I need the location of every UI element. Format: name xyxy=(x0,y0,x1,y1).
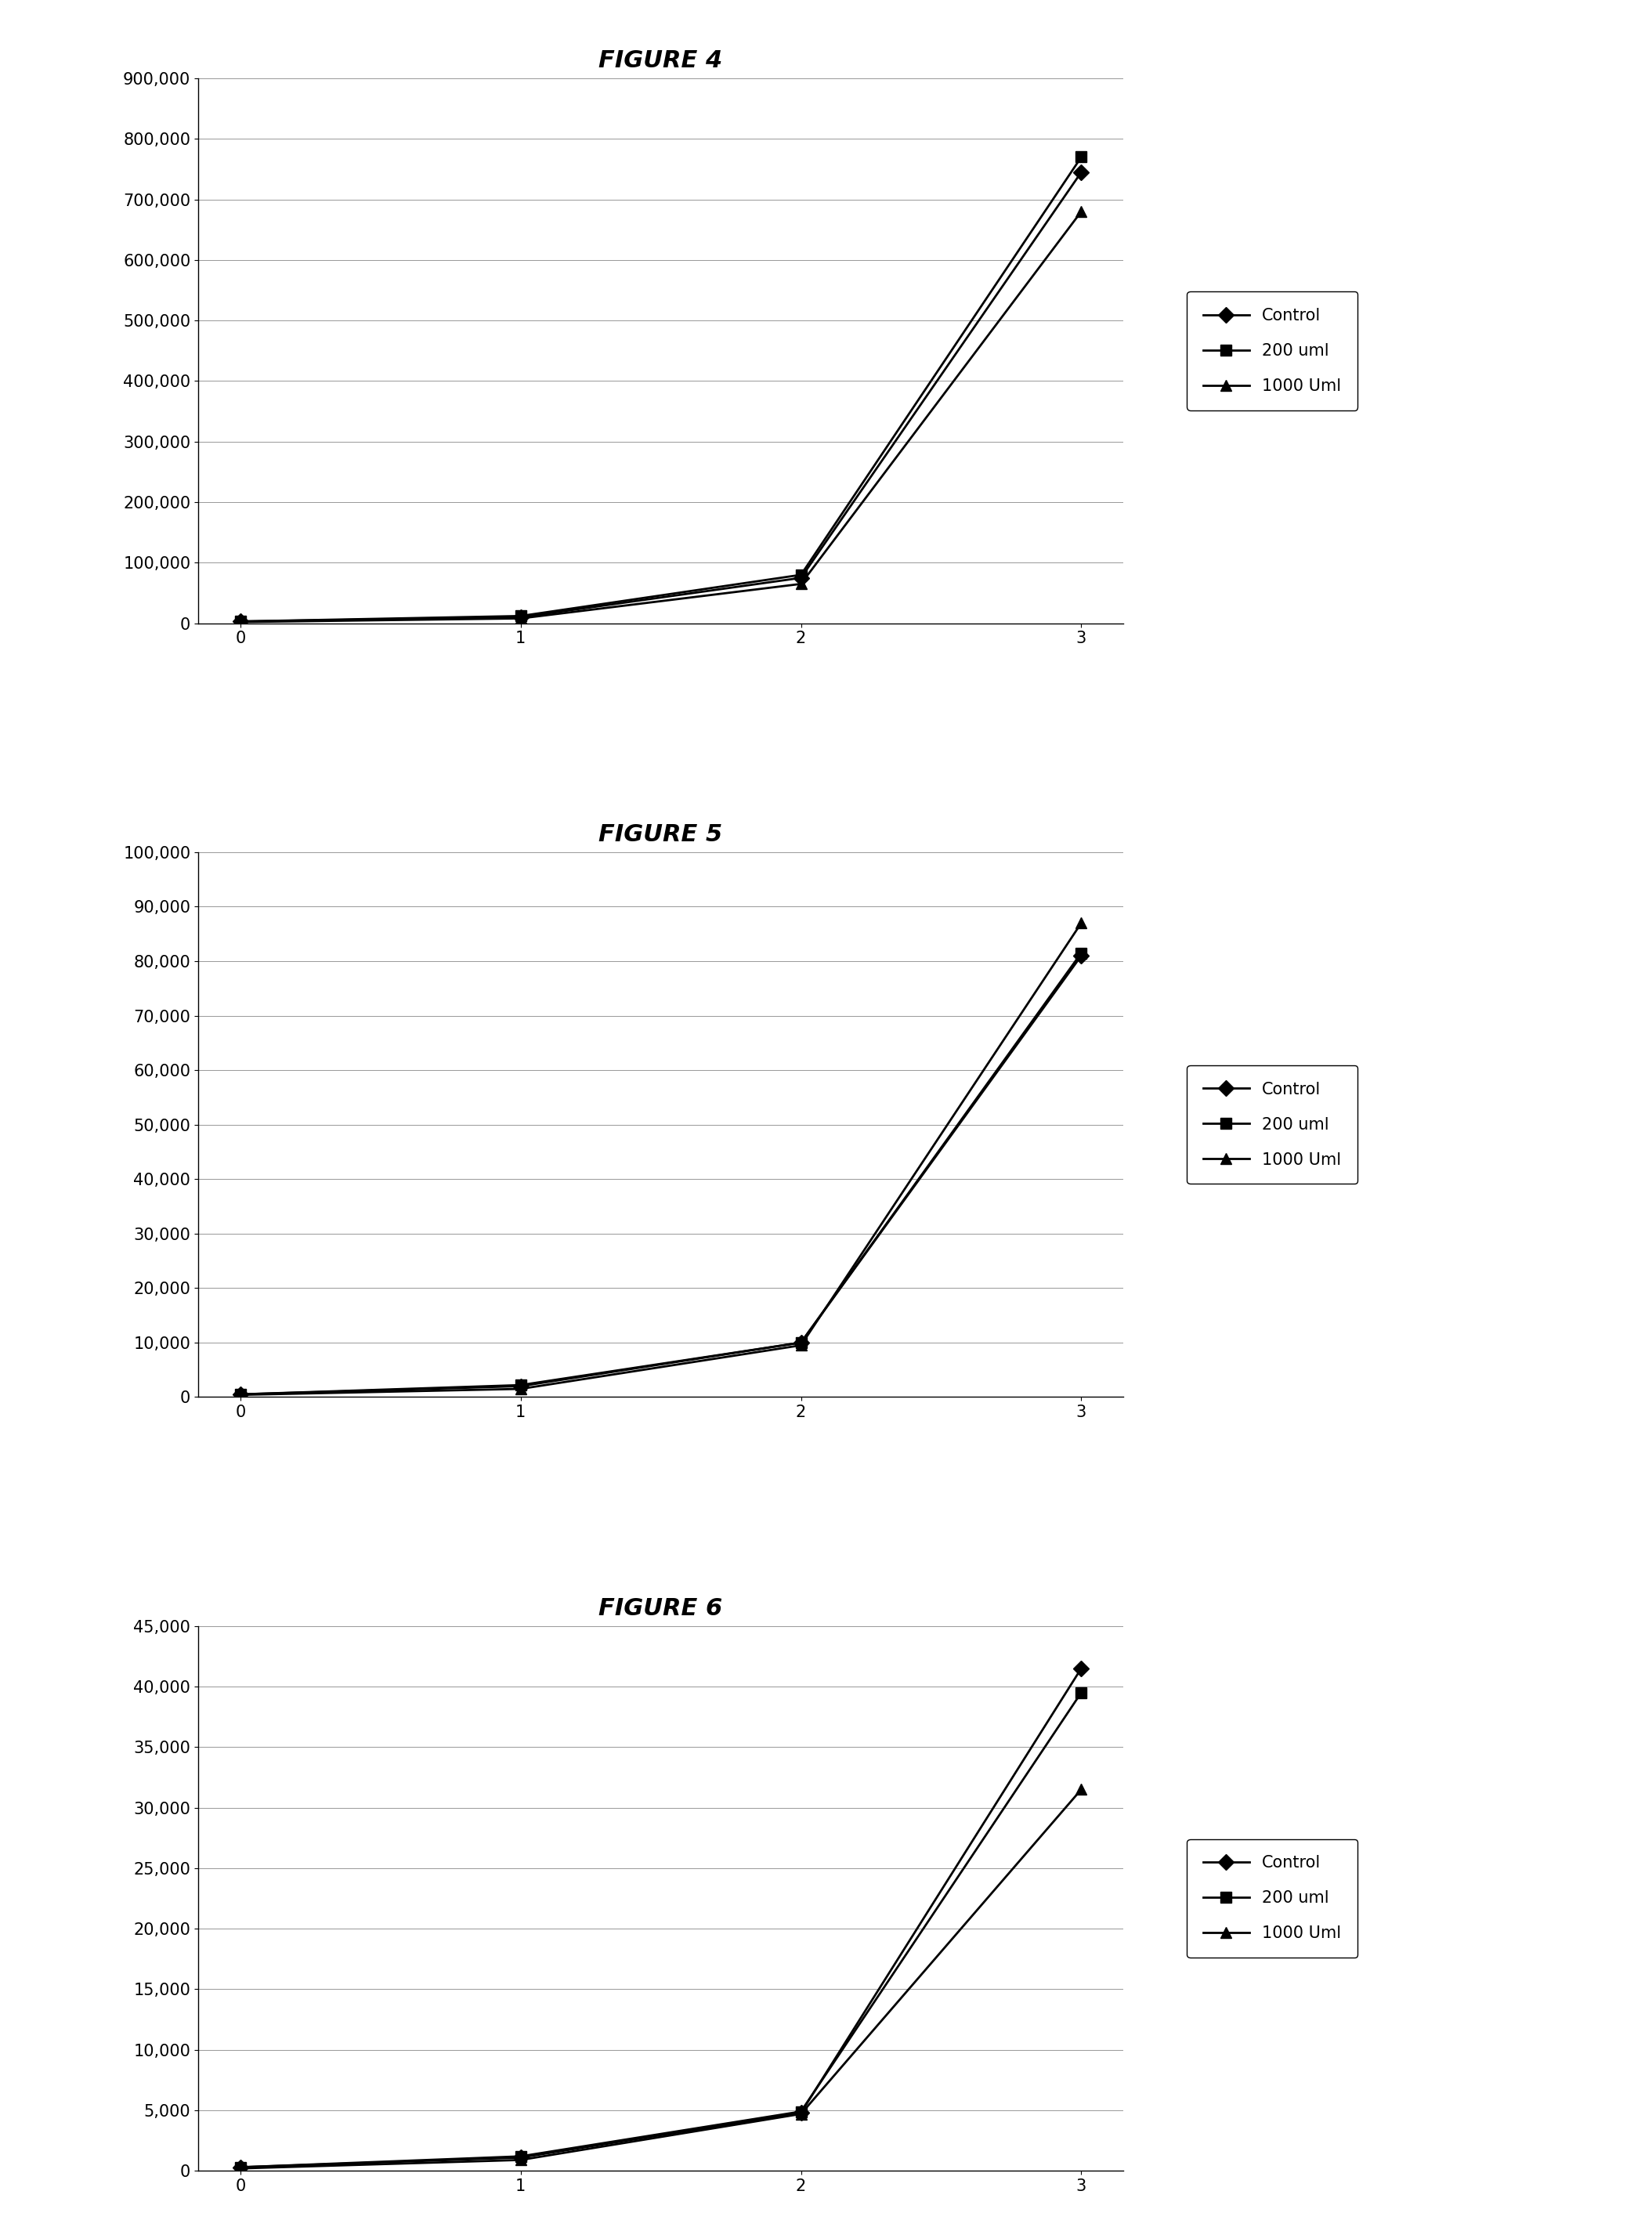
1000 Uml xyxy=(230,2155,249,2182)
Title: FIGURE 4: FIGURE 4 xyxy=(598,49,724,72)
Line: Control: Control xyxy=(235,1663,1087,2173)
Control xyxy=(230,2153,249,2180)
1000 Uml xyxy=(791,2101,811,2128)
200 uml xyxy=(510,2144,530,2171)
Line: 1000 Uml: 1000 Uml xyxy=(235,918,1087,1401)
Control xyxy=(1072,1654,1092,1681)
Control xyxy=(1072,159,1092,186)
Control xyxy=(230,609,249,636)
Title: FIGURE 6: FIGURE 6 xyxy=(598,1598,724,1620)
Control xyxy=(510,2144,530,2171)
1000 Uml xyxy=(230,1381,249,1408)
Control xyxy=(510,604,530,631)
200 uml xyxy=(230,2153,249,2180)
200 uml xyxy=(510,602,530,629)
Control xyxy=(510,1372,530,1399)
Line: 1000 Uml: 1000 Uml xyxy=(235,1784,1087,2173)
Control xyxy=(791,1329,811,1356)
Legend: Control, 200 uml, 1000 Uml: Control, 200 uml, 1000 Uml xyxy=(1188,1065,1358,1184)
Control xyxy=(791,2099,811,2126)
Control xyxy=(1072,942,1092,969)
1000 Uml xyxy=(230,609,249,636)
200 uml xyxy=(791,562,811,589)
200 uml xyxy=(791,1329,811,1356)
1000 Uml xyxy=(791,571,811,598)
Line: 200 uml: 200 uml xyxy=(235,1687,1087,2173)
Title: FIGURE 5: FIGURE 5 xyxy=(598,824,724,846)
1000 Uml xyxy=(791,1332,811,1358)
Legend: Control, 200 uml, 1000 Uml: Control, 200 uml, 1000 Uml xyxy=(1188,291,1358,410)
200 uml xyxy=(230,609,249,636)
1000 Uml xyxy=(510,604,530,631)
200 uml xyxy=(510,1372,530,1399)
200 uml xyxy=(791,2097,811,2124)
Line: Control: Control xyxy=(235,168,1087,627)
1000 Uml xyxy=(510,1376,530,1403)
1000 Uml xyxy=(510,2146,530,2173)
Control xyxy=(791,564,811,591)
200 uml xyxy=(1072,940,1092,967)
Line: 200 uml: 200 uml xyxy=(235,152,1087,627)
Line: Control: Control xyxy=(235,951,1087,1399)
Legend: Control, 200 uml, 1000 Uml: Control, 200 uml, 1000 Uml xyxy=(1188,1840,1358,1958)
200 uml xyxy=(1072,143,1092,170)
1000 Uml xyxy=(1072,1777,1092,1804)
Line: 200 uml: 200 uml xyxy=(235,947,1087,1399)
Control xyxy=(230,1381,249,1408)
200 uml xyxy=(1072,1678,1092,1705)
1000 Uml xyxy=(1072,199,1092,226)
200 uml xyxy=(230,1381,249,1408)
1000 Uml xyxy=(1072,909,1092,935)
Line: 1000 Uml: 1000 Uml xyxy=(235,206,1087,627)
